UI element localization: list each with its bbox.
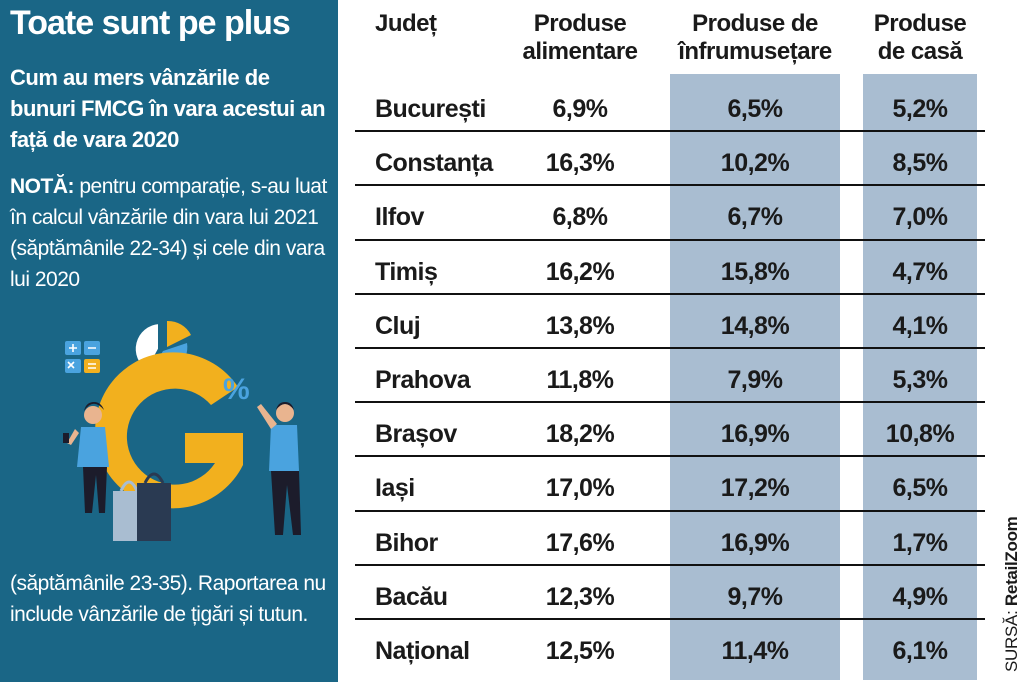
value-cell: 6,8%	[552, 203, 608, 232]
woman-figure	[63, 402, 109, 513]
value-cell: 8,5%	[892, 149, 948, 178]
source-credit: SURSĂ: RetailZoom	[1002, 517, 1022, 673]
row-divider	[355, 455, 985, 458]
value-cell: 14,8%	[720, 311, 790, 340]
value-cell: 4,9%	[892, 582, 948, 611]
sales-table: Județ Produse alimentare Produse de înfrumus…	[345, 0, 985, 682]
county-label: Constanța	[375, 149, 493, 178]
county-label: Ilfov	[375, 203, 424, 232]
shopping-illustration: %	[63, 320, 301, 541]
row-divider	[355, 563, 985, 566]
value-cell: 16,9%	[720, 420, 790, 449]
county-label: Timiș	[375, 257, 438, 286]
note-continued: (săptămânile 23-35). Raportarea nu inclu…	[10, 572, 326, 626]
county-label: Național	[375, 637, 470, 665]
value-cell: 6,7%	[727, 203, 783, 232]
row-divider	[355, 238, 985, 241]
value-cell: 11,4%	[721, 637, 789, 665]
county-label: Cluj	[375, 311, 421, 340]
value-cell: 6,1%	[892, 637, 948, 665]
row-divider	[355, 347, 985, 349]
column-band-1	[670, 74, 840, 680]
column-band-2	[863, 74, 977, 680]
value-cell: 12,3%	[545, 582, 615, 611]
source-name: RetailZoom	[1002, 516, 1021, 607]
note-text: NOTĂ: pentru comparație, s-au luat în ca…	[10, 171, 334, 295]
row-divider	[355, 401, 985, 404]
value-cell: 1,7%	[892, 528, 948, 557]
value-cell: 6,9%	[552, 95, 608, 123]
info-panel: Toate sunt pe plus Cum au mers vânzările…	[0, 0, 338, 682]
value-cell: 16,3%	[545, 149, 615, 178]
value-cell: 6,5%	[727, 95, 783, 123]
value-cell: 5,2%	[892, 95, 948, 123]
g-letter-shape	[95, 352, 243, 509]
value-cell: 11,8%	[546, 366, 614, 394]
value-cell: 5,3%	[892, 366, 948, 394]
value-cell: 10,8%	[885, 420, 955, 449]
value-cell: 17,0%	[545, 474, 615, 503]
value-cell: 4,7%	[892, 257, 948, 286]
value-cell: 12,5%	[545, 637, 615, 665]
value-cell: 7,9%	[727, 366, 783, 394]
value-cell: 6,5%	[892, 474, 948, 503]
row-divider	[355, 292, 985, 295]
column-header-2: Produse alimentare	[522, 10, 638, 65]
value-cell: 16,2%	[545, 257, 615, 286]
county-label: București	[375, 95, 486, 123]
value-cell: 17,2%	[720, 474, 790, 503]
column-header-4: Produse de casă	[873, 10, 967, 65]
value-cell: 13,8%	[545, 311, 615, 340]
county-label: Prahova	[375, 366, 471, 394]
value-cell: 16,9%	[720, 528, 790, 557]
shopping-bags	[113, 472, 171, 541]
chart-title: Toate sunt pe plus	[10, 4, 291, 42]
value-cell: 15,8%	[720, 257, 790, 286]
calculator-icon	[65, 341, 100, 373]
value-cell: 18,2%	[545, 420, 615, 449]
row-divider	[355, 618, 985, 620]
value-cell: 7,0%	[892, 203, 948, 232]
county-label: Brașov	[375, 420, 457, 449]
row-divider	[355, 130, 985, 133]
value-cell: 4,1%	[892, 311, 948, 340]
county-label: Bacău	[375, 582, 448, 611]
value-cell: 10,2%	[720, 149, 790, 178]
column-header-1: Județ	[375, 10, 437, 37]
county-label: Bihor	[375, 528, 438, 557]
value-cell: 9,7%	[727, 582, 783, 611]
chart-subtitle: Cum au mers vânzările de bunuri FMCG în …	[10, 65, 326, 152]
svg-text:%: %	[223, 373, 250, 406]
note-body: pentru comparație, s-au luat în calcul v…	[10, 175, 327, 291]
row-divider	[355, 509, 985, 512]
county-label: Iași	[375, 474, 415, 503]
note-label: NOTĂ:	[10, 175, 75, 198]
column-header-3: Produse de înfrumusețare	[678, 10, 832, 65]
row-divider	[355, 184, 985, 187]
source-label: SURSĂ:	[1002, 610, 1021, 673]
value-cell: 17,6%	[545, 528, 615, 557]
man-figure	[257, 402, 301, 535]
